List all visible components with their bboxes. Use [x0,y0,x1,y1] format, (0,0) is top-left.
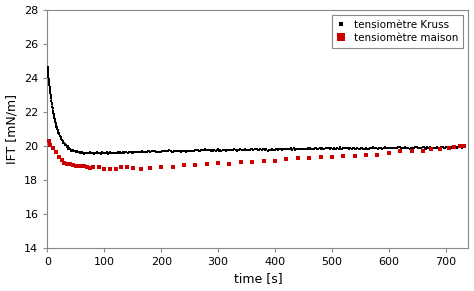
tensiomètre Kruss [91,152,97,156]
tensiomètre Kruss [54,126,60,130]
tensiomètre maison [47,143,53,147]
tensiomètre Kruss [320,147,326,150]
tensiomètre maison [283,157,289,160]
Legend: tensiomètre Kruss, tensiomètre maison: tensiomètre Kruss, tensiomètre maison [332,15,463,48]
tensiomètre maison [352,154,357,157]
tensiomètre Kruss [45,65,50,69]
Line: tensiomètre maison: tensiomètre maison [46,139,466,172]
tensiomètre Kruss [460,146,465,149]
tensiomètre maison [138,168,144,171]
X-axis label: time [s]: time [s] [234,272,282,285]
Y-axis label: IFT [mN/m]: IFT [mN/m] [6,94,18,164]
tensiomètre maison [46,140,51,143]
tensiomètre Kruss [114,151,120,155]
tensiomètre maison [113,167,118,171]
tensiomètre maison [227,162,232,165]
Line: tensiomètre Kruss: tensiomètre Kruss [46,66,464,155]
tensiomètre maison [461,144,467,147]
tensiomètre maison [261,159,266,163]
tensiomètre Kruss [47,91,53,94]
tensiomètre Kruss [278,148,283,151]
tensiomètre Kruss [230,149,236,152]
